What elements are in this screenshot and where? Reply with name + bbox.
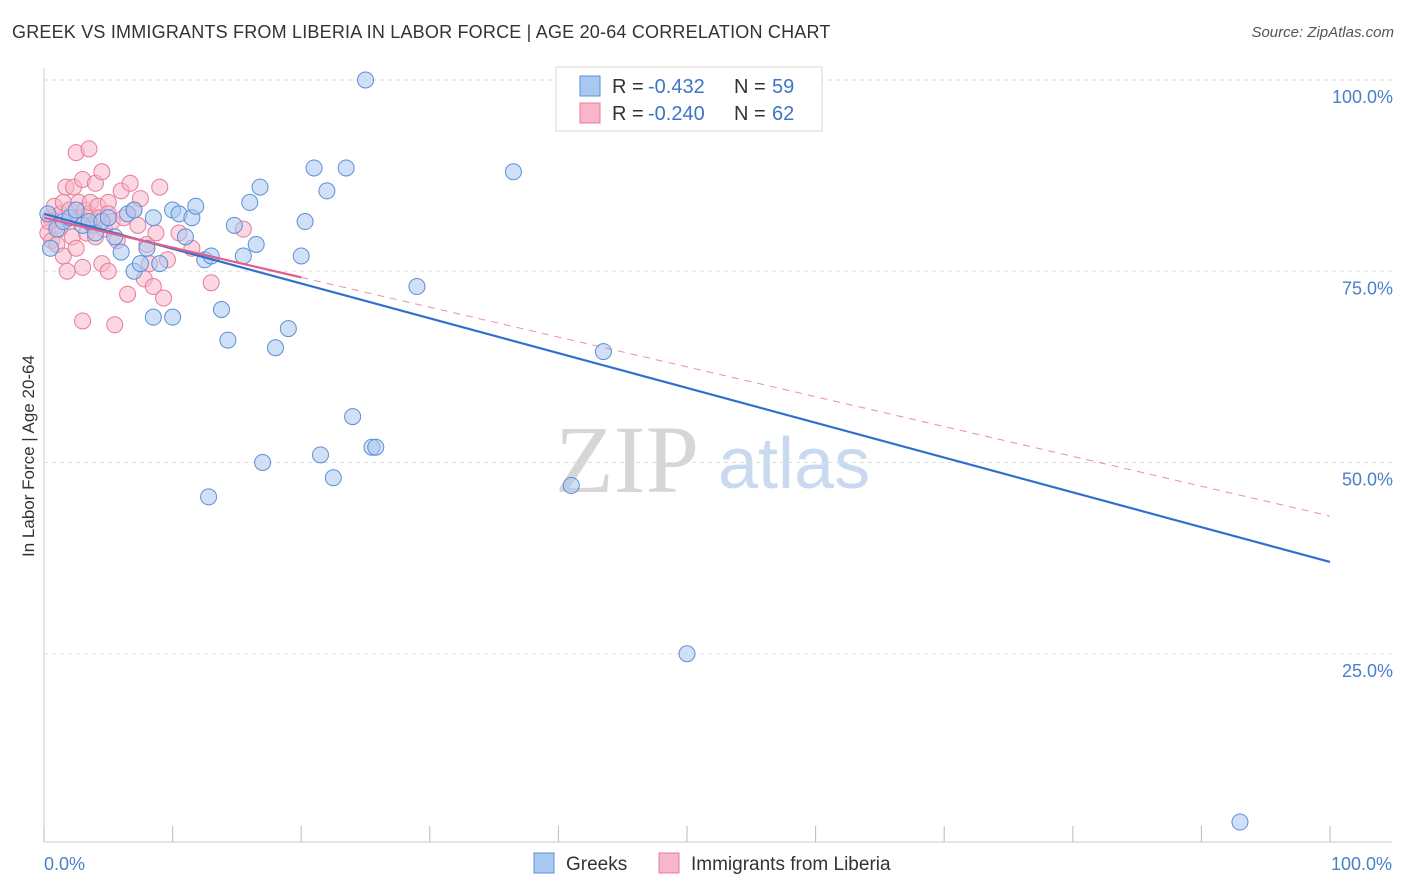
legend-swatch-liberia xyxy=(579,102,601,124)
y-tick-label-75: 75.0% xyxy=(1342,278,1393,298)
chart-title: GREEK VS IMMIGRANTS FROM LIBERIA IN LABO… xyxy=(12,22,831,42)
y-tick-labels: 25.0% 50.0% 75.0% 100.0% xyxy=(1332,87,1393,681)
legend-r-value-liberia: -0.240 xyxy=(648,103,705,125)
bottom-legend-swatch-greeks xyxy=(533,852,555,874)
greeks-point xyxy=(41,239,59,257)
greeks-point xyxy=(318,182,336,200)
correlation-legend: R = -0.432 N = 59 R = -0.240 N = 62 xyxy=(555,66,823,132)
legend-n-label-greeks: N = xyxy=(734,76,766,98)
legend-swatch-greeks xyxy=(579,75,601,97)
greeks-point xyxy=(311,446,329,464)
liberia-point xyxy=(80,140,98,158)
greeks-point xyxy=(138,239,156,257)
bottom-legend-swatch-liberia xyxy=(658,852,680,874)
legend-r-label-liberia: R = xyxy=(612,103,644,125)
y-tick-label-100: 100.0% xyxy=(1332,87,1393,107)
greeks-point xyxy=(305,159,323,177)
greeks-point xyxy=(176,228,194,246)
legend-n-label-liberia: N = xyxy=(734,103,766,125)
watermark-atlas: atlas xyxy=(718,424,870,504)
greeks-point xyxy=(131,255,149,273)
liberia-point xyxy=(67,239,85,257)
greeks-point xyxy=(367,438,385,456)
greeks-point xyxy=(254,454,272,471)
liberia-point xyxy=(93,163,111,181)
liberia-point xyxy=(74,312,92,330)
liberia-point xyxy=(202,274,220,292)
greeks-point xyxy=(144,308,162,326)
greeks-point xyxy=(241,193,259,211)
greeks-point xyxy=(266,339,284,357)
greeks-point xyxy=(112,243,130,261)
greeks-point xyxy=(247,235,265,253)
bottom-legend-label-greeks: Greeks xyxy=(566,854,627,875)
greeks-point xyxy=(219,331,237,349)
x-tick-label-end: 100.0% xyxy=(1331,854,1392,874)
greeks-point xyxy=(187,197,205,215)
greeks-point xyxy=(357,71,374,89)
greeks-point xyxy=(200,488,218,506)
x-ticks xyxy=(43,826,1331,842)
liberia-point xyxy=(74,258,92,276)
gridlines xyxy=(44,79,1392,655)
y-tick-label-50: 50.0% xyxy=(1342,470,1393,490)
liberia-trend-line-solid xyxy=(43,216,302,279)
greeks-point xyxy=(292,247,310,265)
liberia-point xyxy=(99,262,117,280)
legend-r-value-greeks: -0.432 xyxy=(648,76,705,98)
trend-lines xyxy=(43,212,1331,564)
greeks-point xyxy=(225,216,243,234)
greeks-point xyxy=(324,469,342,487)
legend-n-value-greeks: 59 xyxy=(772,76,794,98)
greeks-point xyxy=(504,163,522,181)
greeks-point xyxy=(164,308,182,326)
greeks-point xyxy=(594,343,612,361)
greeks-point xyxy=(144,209,162,227)
greeks-point xyxy=(408,278,426,296)
liberia-point xyxy=(147,224,165,242)
greeks-point xyxy=(337,159,355,177)
greeks-points xyxy=(39,71,1249,831)
series-legend: Greeks Immigrants from Liberia xyxy=(533,852,891,875)
bottom-legend-label-liberia: Immigrants from Liberia xyxy=(691,854,891,875)
liberia-point xyxy=(58,262,76,280)
liberia-point xyxy=(151,178,169,196)
greeks-point xyxy=(212,301,230,318)
liberia-point xyxy=(106,316,124,334)
greeks-point xyxy=(296,213,314,231)
greeks-point xyxy=(67,201,85,219)
greeks-point xyxy=(562,476,580,494)
y-tick-label-25: 25.0% xyxy=(1342,661,1393,681)
greeks-point xyxy=(1231,813,1249,831)
legend-r-label-greeks: R = xyxy=(612,76,644,98)
watermark-zip: ZIP xyxy=(555,406,699,513)
source-label: Source: ZipAtlas.com xyxy=(1251,24,1394,41)
greeks-point xyxy=(678,645,696,663)
greeks-point xyxy=(151,255,169,273)
greeks-point xyxy=(125,201,143,219)
greeks-trend-line xyxy=(43,212,1331,564)
greeks-point xyxy=(251,178,269,196)
liberia-point xyxy=(121,174,139,192)
legend-n-value-liberia: 62 xyxy=(772,103,794,125)
greeks-point xyxy=(99,209,117,227)
y-axis-title: In Labor Force | Age 20-64 xyxy=(19,355,38,557)
x-tick-label-start: 0.0% xyxy=(44,854,85,874)
greeks-point xyxy=(344,408,362,426)
greeks-point xyxy=(279,320,297,338)
liberia-point xyxy=(144,278,162,296)
liberia-point xyxy=(155,289,173,307)
liberia-point xyxy=(119,285,137,303)
